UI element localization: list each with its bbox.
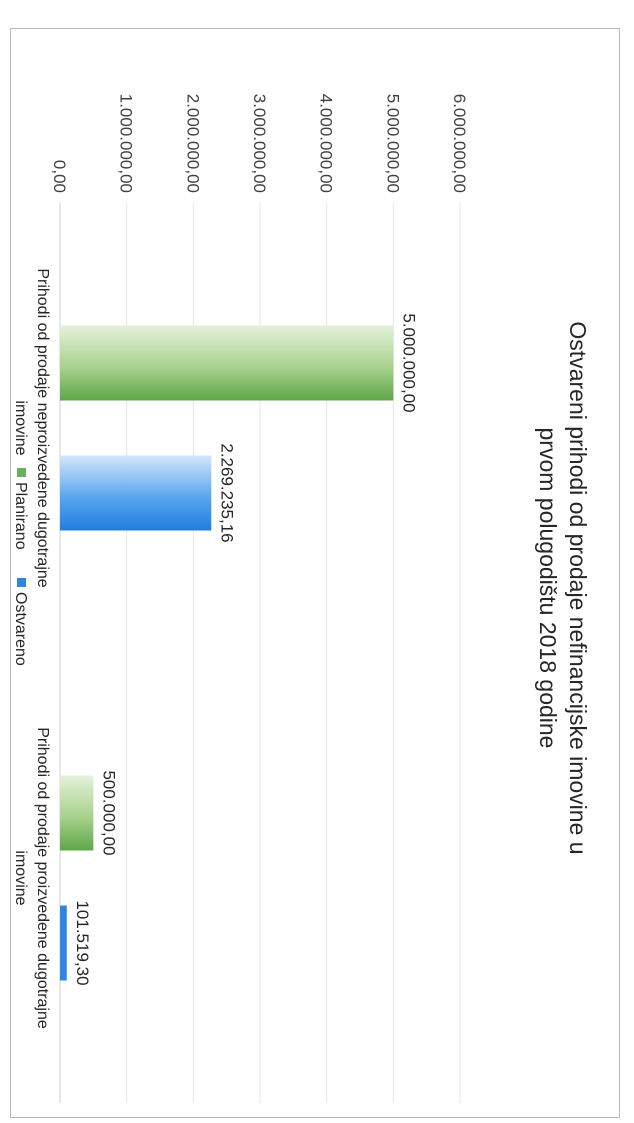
y-tick-label: 4.000.000,00: [317, 94, 336, 193]
y-tick-label: 1.000.000,00: [117, 94, 136, 193]
y-axis-ticks: 0,00 1.000.000,00 2.000.000,00 3.000.000,00…: [50, 94, 469, 193]
bar-ostvareno: [60, 455, 212, 531]
category-label: Prihodi od prodaje neproizvedene dugotra…: [34, 268, 51, 587]
chart-frame: [10, 28, 620, 1118]
legend-swatch: [17, 468, 26, 477]
data-label: 2.269.235,16: [217, 443, 236, 542]
category-label: imovine: [12, 850, 29, 905]
y-tick-label: 2.000.000,00: [183, 94, 202, 193]
data-label: 101.519,30: [73, 900, 92, 985]
data-label: 500.000,00: [99, 770, 118, 855]
y-tick-label: 6.000.000,00: [450, 94, 469, 193]
legend-label: Planirano: [12, 482, 29, 550]
chart-plot-rotated: 0,00 1.000.000,00 2.000.000,00 3.000.000,00…: [12, 94, 591, 1103]
legend: Planirano Ostvareno: [12, 468, 29, 666]
chart-title-line-1: Ostvareni prihodi od prodaje nefinancijs…: [565, 321, 591, 854]
x-axis-category-labels: Prihodi od prodaje neproizvedene dugotra…: [12, 268, 51, 1029]
legend-label: Ostvareno: [12, 592, 29, 666]
chart: 0,00 1.000.000,00 2.000.000,00 3.000.000,00…: [12, 94, 591, 1103]
data-labels: 5.000.000,00 2.269.235,16 500.000,00 101.51…: [73, 313, 419, 985]
y-tick-label: 5.000.000,00: [383, 94, 402, 193]
category-label: Prihodi od prodaje proizvedene dugotrajn…: [34, 727, 51, 1029]
data-label: 5.000.000,00: [399, 313, 418, 412]
y-tick-label: 3.000.000,00: [250, 94, 269, 193]
chart-title-line-2: prvom polugodištu 2018 godine: [535, 428, 561, 749]
y-tick-label: 0,00: [50, 160, 69, 193]
bar-planirano: [59, 775, 94, 851]
legend-swatch: [17, 578, 26, 587]
bar-ostvareno: [59, 905, 67, 981]
bar-planirano: [59, 325, 394, 401]
bars: [59, 325, 394, 981]
category-label: imovine: [12, 400, 29, 455]
